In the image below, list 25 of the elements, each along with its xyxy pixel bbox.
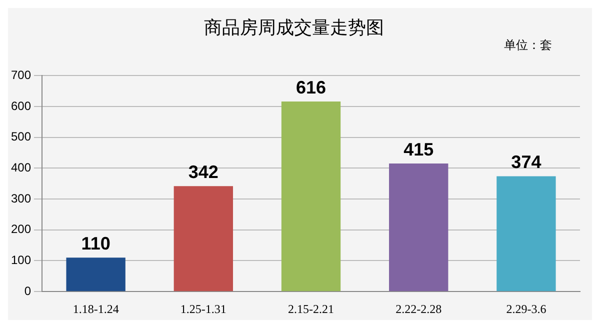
y-tick-label: 300 [10, 191, 32, 206]
data-label: 342 [188, 162, 218, 182]
bar [496, 176, 556, 292]
y-tick-label: 100 [10, 253, 32, 268]
data-label: 616 [296, 77, 326, 98]
data-label: 415 [404, 140, 434, 160]
y-tick-label: 0 [24, 284, 32, 298]
x-tick-label: 2.29-3.6 [506, 302, 546, 316]
x-tick-label: 2.15-2.21 [288, 302, 334, 316]
y-tick-label: 500 [10, 130, 32, 144]
y-tick-label: 400 [10, 160, 32, 174]
bar [389, 164, 448, 292]
bar [66, 258, 126, 292]
chart-title: 商品房周成交量走势图 [204, 17, 384, 38]
y-tick-label: 700 [10, 68, 32, 82]
y-tick-label: 600 [10, 98, 32, 113]
x-tick-label: 1.18-1.24 [72, 302, 119, 316]
text: 单位：套 [504, 38, 552, 52]
data-label: 374 [511, 152, 542, 172]
bar [174, 186, 234, 292]
y-tick-label: 200 [10, 222, 32, 236]
x-tick-label: 2.22-2.28 [396, 302, 442, 316]
bar [281, 102, 341, 292]
data-label: 110 [81, 234, 110, 254]
x-tick-label: 1.25-1.31 [180, 302, 226, 316]
